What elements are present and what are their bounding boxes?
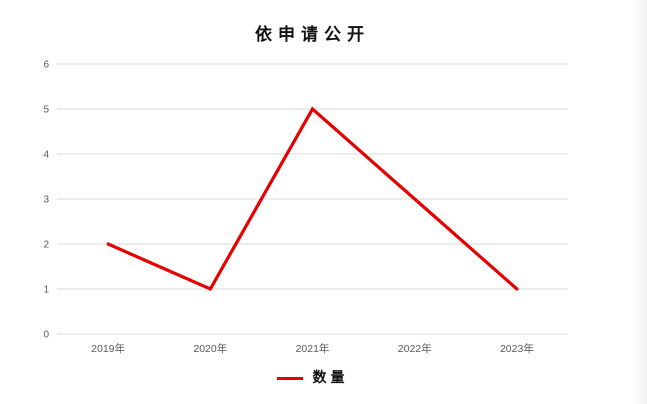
x-axis-tick-label: 2020年 bbox=[193, 342, 227, 355]
y-axis-tick-label: 1 bbox=[43, 285, 49, 296]
y-axis-tick-label: 5 bbox=[43, 105, 49, 116]
y-axis-tick-label: 3 bbox=[43, 195, 49, 206]
y-axis-tick-label: 2 bbox=[43, 240, 49, 251]
x-axis-tick-label: 2022年 bbox=[398, 342, 432, 355]
x-axis-tick-label: 2023年 bbox=[500, 342, 534, 355]
series-line bbox=[106, 106, 519, 292]
legend-line-marker-icon bbox=[276, 376, 303, 380]
legend-series-label: 数量 bbox=[312, 370, 349, 386]
y-axis-tick-label: 4 bbox=[43, 150, 49, 161]
x-axis-tick-label: 2019年 bbox=[91, 342, 125, 355]
chart-legend: 数量 bbox=[57, 371, 568, 385]
y-axis-tick-label: 0 bbox=[43, 330, 49, 341]
chart-title: 依申请公开 bbox=[255, 25, 370, 45]
y-axis-tick-label: 6 bbox=[43, 60, 49, 71]
x-axis-tick-label: 2021年 bbox=[296, 342, 330, 355]
